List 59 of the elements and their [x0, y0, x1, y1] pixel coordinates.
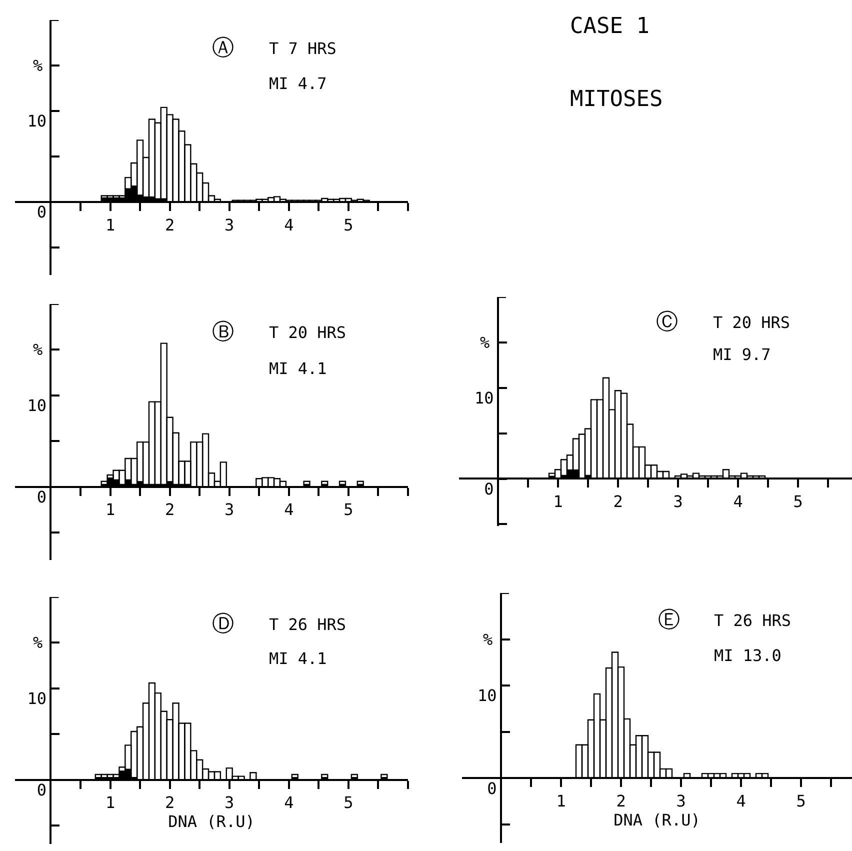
- x-tick-label: 3: [673, 492, 683, 511]
- x-tick-label: 3: [676, 791, 686, 810]
- annotation: T 20 HRS: [269, 323, 346, 342]
- y-tick-label: 10: [27, 396, 47, 416]
- annotation: Ⓑ: [212, 320, 234, 345]
- y-tick-label: 0: [36, 202, 47, 222]
- annotation: Ⓒ: [656, 310, 678, 335]
- y-tick-label: 0: [487, 778, 497, 798]
- annotation: Ⓓ: [212, 612, 234, 637]
- y-tick-label: 0: [36, 780, 47, 800]
- y-axis-title: %: [33, 633, 43, 652]
- x-tick-label: 5: [344, 215, 354, 234]
- annotation: T 26 HRS: [714, 611, 792, 630]
- annotation: MI 4.1: [269, 649, 327, 668]
- y-tick-label: 10: [27, 112, 47, 131]
- y-tick-label: 10: [27, 689, 47, 708]
- x-tick-label: 5: [793, 492, 803, 511]
- annotation: MI 4.1: [269, 359, 327, 378]
- x-tick-label: 4: [284, 793, 294, 812]
- annotation: MI 4.7: [269, 74, 327, 93]
- x-tick-label: 2: [165, 793, 175, 812]
- annotation: Ⓔ: [658, 608, 680, 633]
- x-tick-label: 3: [224, 215, 234, 234]
- annotation: MI 13.0: [714, 646, 782, 665]
- x-tick-label: 2: [165, 500, 175, 520]
- x-tick-label: 1: [556, 791, 566, 810]
- y-axis-title: %: [33, 56, 43, 75]
- y-tick-label: 0: [484, 479, 494, 498]
- x-tick-label: 1: [105, 500, 116, 520]
- x-tick-label: 3: [224, 500, 234, 520]
- y-tick-label: 0: [36, 487, 47, 506]
- annotation: T 20 HRS: [713, 313, 790, 332]
- x-tick-label: 1: [105, 215, 116, 234]
- x-axis-title: DNA (R.U): [168, 812, 255, 832]
- x-tick-label: 5: [796, 791, 806, 810]
- y-axis-title: %: [483, 630, 493, 649]
- x-tick-label: 2: [616, 791, 626, 810]
- x-tick-label: 4: [284, 500, 294, 520]
- annotation: MI 9.7: [713, 345, 771, 364]
- x-axis-title: DNA (R.U): [614, 810, 700, 830]
- annotation: T 26 HRS: [269, 615, 346, 634]
- annotation: Ⓐ: [212, 36, 234, 61]
- x-tick-label: 2: [613, 492, 623, 511]
- y-tick-label: 10: [478, 686, 497, 706]
- x-tick-label: 4: [736, 791, 746, 810]
- y-tick-label: 10: [474, 388, 494, 408]
- chart-title: CASE 1: [570, 14, 650, 39]
- x-tick-label: 1: [105, 793, 116, 812]
- x-tick-label: 4: [733, 492, 743, 511]
- annotation: T 7 HRS: [269, 39, 336, 58]
- x-tick-label: 4: [284, 215, 294, 234]
- x-tick-label: 1: [553, 492, 563, 511]
- x-tick-label: 2: [165, 215, 175, 234]
- y-axis-title: %: [33, 340, 43, 359]
- x-tick-label: 5: [344, 793, 354, 812]
- y-axis-title: %: [480, 333, 490, 352]
- chart-subtitle: MITOSES: [570, 87, 663, 112]
- x-tick-label: 5: [344, 500, 354, 520]
- x-tick-label: 3: [224, 793, 234, 812]
